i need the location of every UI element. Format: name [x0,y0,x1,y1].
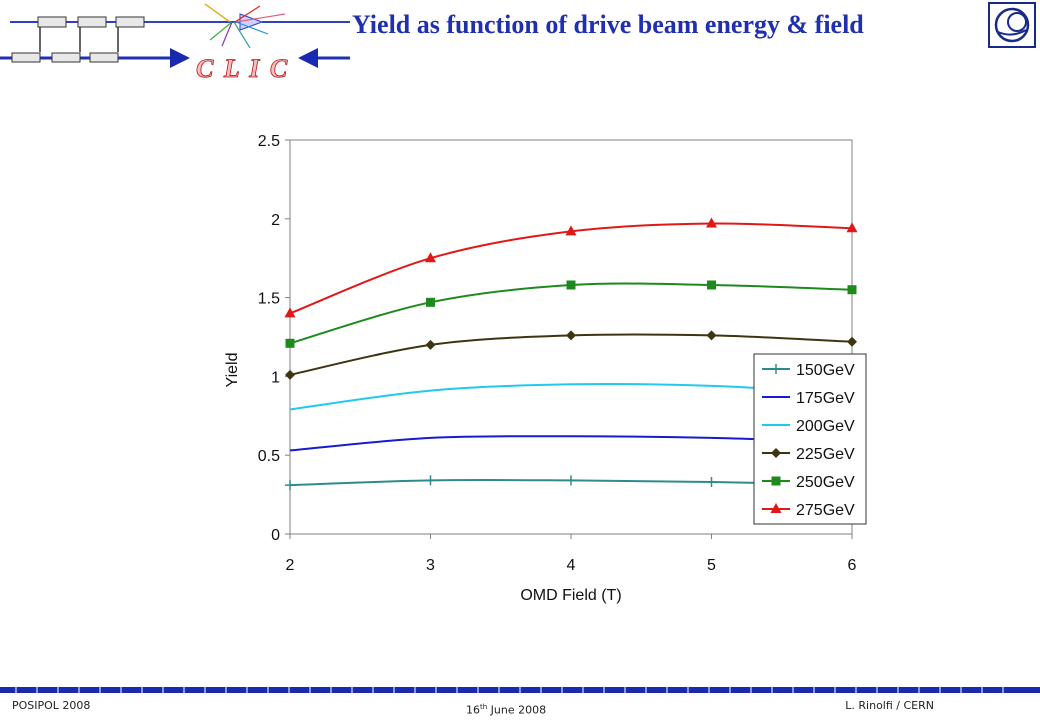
data-point [706,330,717,341]
series-275GeV [284,217,858,318]
footer-date: 16th June 2008 [466,703,546,717]
legend-marker [770,503,782,513]
footer-bar [0,687,1040,693]
data-point [566,280,576,290]
legend-item: 250GeV [762,474,855,491]
data-point [706,476,717,487]
y-tick-label: 1.5 [258,291,280,308]
legend-marker [771,448,781,458]
y-tick-label: 2 [271,212,280,229]
data-point [284,307,296,318]
data-point [565,225,577,236]
y-tick-label: 1 [271,369,280,386]
x-axis-label: OMD Field (T) [520,587,621,604]
y-tick-label: 2.5 [258,133,280,150]
x-tick-label: 5 [707,557,716,574]
data-point [846,222,858,233]
data-point [707,280,716,290]
x-tick-label: 6 [848,557,857,574]
clic-logo-icon: C L I C [0,3,350,80]
legend-item: 200GeV [762,418,855,435]
x-tick-label: 2 [286,557,295,574]
clic-label: C L I C [196,54,289,80]
data-point [425,252,436,263]
x-tick-label: 4 [567,557,576,574]
footer-date-day: 16 [466,703,480,717]
collision-sparks-icon [204,3,286,49]
data-point [285,369,295,380]
legend-label: 250GeV [796,474,855,491]
legend-item: 275GeV [762,502,855,519]
data-point [566,475,576,486]
series-225GeV [285,330,857,380]
data-point [706,217,717,228]
legend-label: 225GeV [796,446,855,463]
chart-legend: 150GeV 175GeV 200GeV 225GeV 250GeV 275GeV [753,353,867,525]
legend-label: 275GeV [796,502,855,519]
cern-logo-icon [988,2,1036,48]
accelerator-diagram-icon [0,13,350,68]
legend-item: 175GeV [762,390,855,407]
data-point [425,339,436,350]
y-tick-label: 0.5 [258,448,280,465]
legend-marker [771,364,781,374]
legend-label: 150GeV [796,362,855,379]
legend-item: 150GeV [762,362,855,379]
data-point [847,285,857,295]
data-point [285,338,295,348]
series-250GeV [285,280,857,348]
footer-date-suffix: th [480,703,488,711]
page-title: Yield as function of drive beam energy &… [352,10,864,39]
footer-conference: POSIPOL 2008 [12,699,91,712]
footer-author: L. Rinolfi / CERN [845,699,934,712]
y-tick-label: 0 [271,527,280,544]
x-tick-label: 3 [426,557,435,574]
legend-marker [771,476,781,486]
data-point [847,336,857,347]
data-point [426,297,435,307]
data-point [285,480,295,491]
y-axis-label: Yield [224,353,241,388]
legend-item: 225GeV [762,446,855,463]
legend-label: 200GeV [796,418,855,435]
legend-label: 175GeV [796,390,855,407]
data-point [425,475,436,486]
data-point [566,330,576,341]
footer-date-rest: June 2008 [487,703,547,717]
